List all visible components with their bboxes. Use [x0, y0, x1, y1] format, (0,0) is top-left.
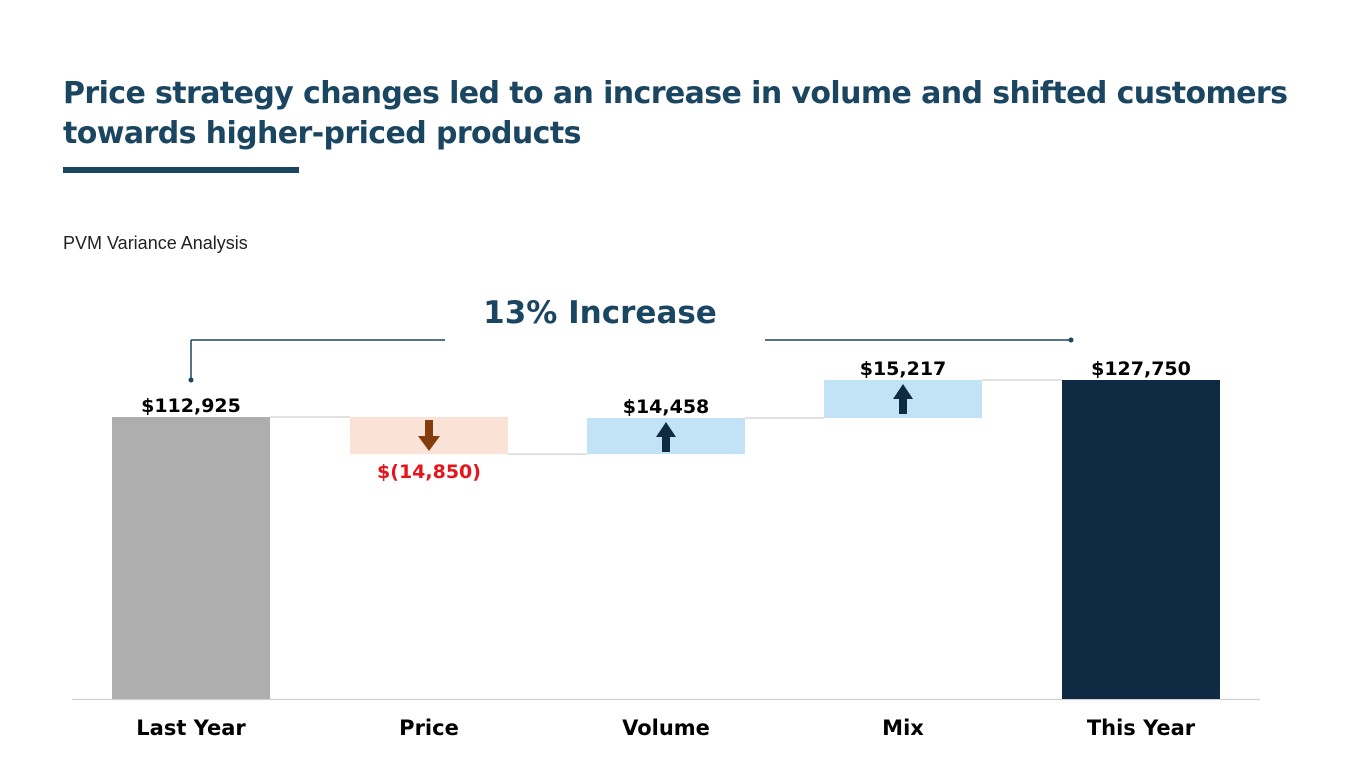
category-label-volume: Volume [622, 716, 710, 740]
value-label-price: $(14,850) [377, 461, 481, 483]
value-label-last-year: $112,925 [141, 395, 241, 417]
bracket-right-dot [1068, 337, 1074, 343]
category-label-price: Price [399, 716, 459, 740]
category-label-mix: Mix [882, 716, 924, 740]
page-title: Price strategy changes led to an increas… [63, 76, 1288, 151]
bar-last-year [112, 417, 270, 699]
value-label-volume: $14,458 [623, 396, 710, 418]
category-label-this-year: This Year [1087, 716, 1196, 740]
arrow-up-icon [656, 421, 676, 452]
arrow-down-icon [418, 420, 440, 452]
increase-callout: 13% Increase [483, 295, 717, 331]
title-underline [63, 167, 299, 173]
bracket-left-dot [188, 377, 194, 383]
category-label-last-year: Last Year [136, 716, 246, 740]
bar-this-year [1062, 380, 1220, 699]
value-label-this-year: $127,750 [1091, 358, 1191, 380]
chart-subtitle: PVM Variance Analysis [63, 233, 248, 253]
value-label-mix: $15,217 [860, 358, 947, 380]
arrow-up-icon [893, 384, 913, 414]
